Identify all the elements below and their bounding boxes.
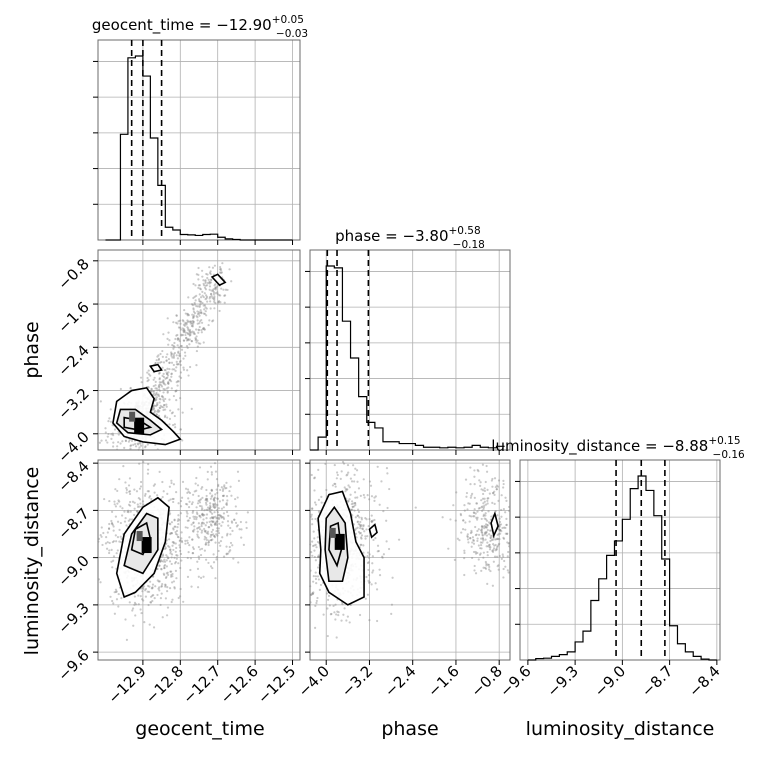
y-tick-label: −9.3 xyxy=(54,599,92,637)
xlabel-phase: phase xyxy=(381,718,438,740)
panel-frame xyxy=(519,459,721,661)
x-tick-label: −12.6 xyxy=(217,662,262,707)
contour-island xyxy=(149,363,163,373)
panel-frame xyxy=(309,459,511,661)
x-tick-label: −8.7 xyxy=(638,662,676,700)
panel-titles: geocent_time = −12.90+0.05 −0.03 phase = … xyxy=(92,14,745,461)
contour-island xyxy=(490,510,499,539)
x-tick-label: −1.6 xyxy=(424,662,462,700)
xlabel-geocent-time: geocent_time xyxy=(135,718,264,740)
histogram-phase xyxy=(310,265,505,451)
x-tick-label: −4.0 xyxy=(295,662,333,700)
density-shoulder xyxy=(329,527,336,538)
density-shoulder xyxy=(136,531,143,542)
x-tick-label: −3.2 xyxy=(338,662,376,700)
panel-frame xyxy=(309,249,511,451)
density-shoulder xyxy=(129,411,136,422)
title-geocent-time: geocent_time = −12.90+0.05 −0.03 xyxy=(92,14,308,40)
ylabel-phase: phase xyxy=(21,321,43,378)
panels: −9.6 −9.3 −9.0 −8.7 −8.4−4.0−3.2−2.4−1.6−0.8… xyxy=(54,39,724,707)
histogram-luminosity-distance xyxy=(527,475,717,661)
ylabel-luminosity-distance: luminosity_distance xyxy=(21,467,43,656)
x-tick-label: −8.4 xyxy=(685,662,723,700)
y-tick-label: −9.6 xyxy=(54,646,92,684)
y-tick-label: −8.4 xyxy=(54,457,92,495)
density-dots xyxy=(97,461,249,641)
scatter-panel-luminosity-distance-vs-phase: −4.0 −3.2 −2.4 −1.6 −0.8 xyxy=(295,459,511,701)
histogram-geocent-time xyxy=(105,55,293,241)
hist-panel-phase xyxy=(305,249,511,455)
x-tick-label: −9.6 xyxy=(496,662,534,700)
y-tick-label: −9.0 xyxy=(54,552,92,590)
density-peak xyxy=(141,537,152,554)
hist-panel-geocent-time xyxy=(93,39,301,245)
contour-island xyxy=(368,523,378,539)
y-tick-label: −8.7 xyxy=(54,504,92,542)
x-tick-label: −12.8 xyxy=(142,662,187,707)
x-tick-label: −12.7 xyxy=(179,662,224,707)
x-tick-label: −9.3 xyxy=(543,662,581,700)
x-tick-label: −9.0 xyxy=(591,662,629,700)
title-luminosity-distance: luminosity_distance = −8.88+0.15 −0.16 xyxy=(491,435,745,461)
title-phase: phase = −3.80+0.58 −0.18 xyxy=(335,225,485,251)
scatter-panel-phase-vs-geocent-time: −4.0 −3.2 −2.4 −1.6 −0.8 xyxy=(54,249,301,466)
x-tick-label: −2.4 xyxy=(381,662,419,700)
x-tick-label: −12.5 xyxy=(254,662,299,707)
y-tick-label: −3.2 xyxy=(54,385,92,423)
contour-island xyxy=(210,273,227,287)
panel-frame xyxy=(97,249,301,451)
y-tick-label: −4.0 xyxy=(54,428,92,466)
hist-panel-luminosity-distance: −9.6 −9.3 −9.0 −8.7 −8.4 xyxy=(496,459,724,701)
density-peak xyxy=(334,533,345,550)
y-tick-label: −2.4 xyxy=(54,341,92,379)
y-tick-label: −1.6 xyxy=(54,298,92,336)
x-tick-label: −0.8 xyxy=(468,662,506,700)
x-tick-label: −12.9 xyxy=(104,662,149,707)
density-peak xyxy=(134,417,145,434)
panel-frame xyxy=(97,459,301,661)
xlabel-luminosity-distance: luminosity_distance xyxy=(526,718,715,740)
panel-frame xyxy=(97,39,301,241)
scatter-panel-luminosity-distance-vs-geocent-time: −9.6 −9.3 −9.0 −8.7 −8.4 −12.9−12.8−12.7−12.6… xyxy=(54,457,301,707)
y-tick-label: −0.8 xyxy=(54,255,92,293)
